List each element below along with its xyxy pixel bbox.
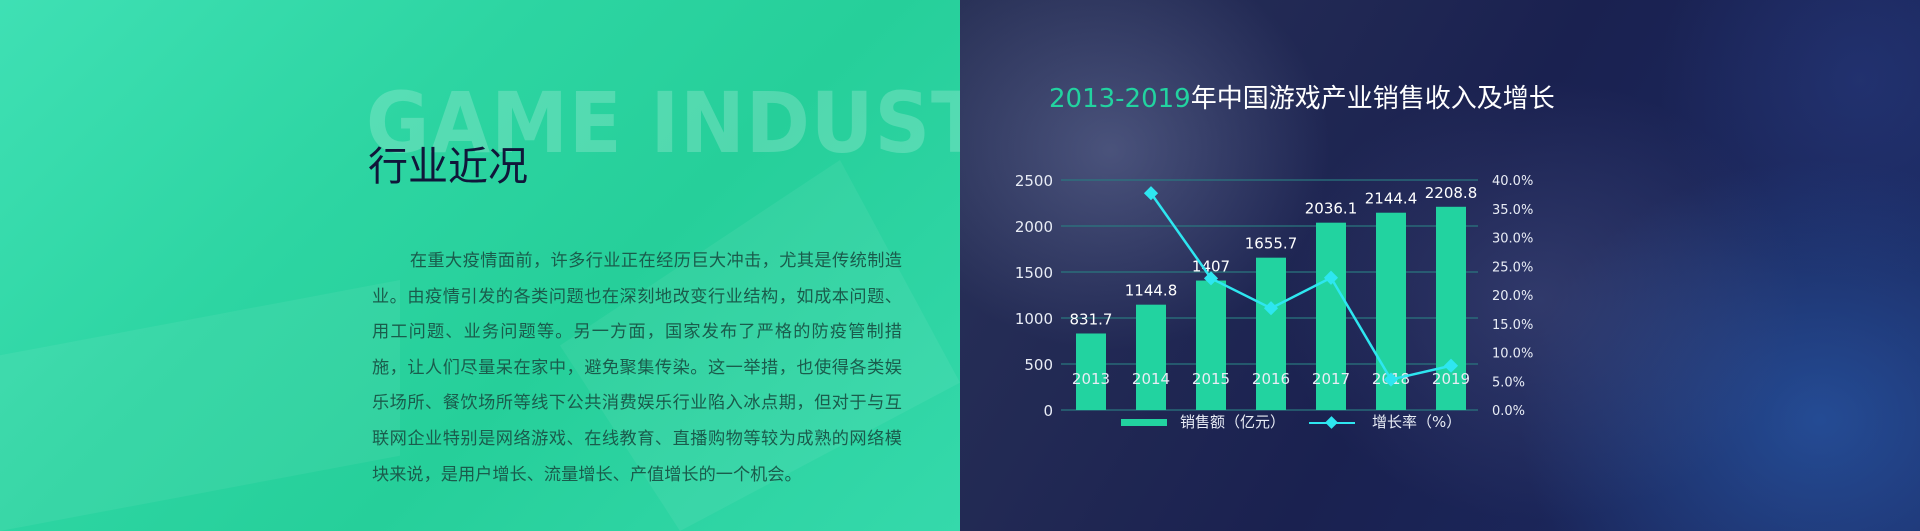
bar-2017 bbox=[1316, 222, 1346, 410]
x-tick-label: 2013 bbox=[1072, 370, 1110, 388]
legend-item-growth: 增长率（%） bbox=[1309, 411, 1461, 432]
y-right-tick-label: 25.0% bbox=[1492, 260, 1533, 275]
legend-bar-swatch bbox=[1121, 419, 1167, 426]
growth-rate-point bbox=[1383, 372, 1399, 387]
y-left-tick-label: 2500 bbox=[1015, 172, 1053, 190]
growth-rate-point bbox=[1143, 186, 1159, 201]
growth-rate-point bbox=[1443, 358, 1459, 373]
bar-2014 bbox=[1136, 304, 1166, 410]
y-right-tick-label: 10.0% bbox=[1492, 347, 1533, 362]
left-panel: GAME INDUSTRY 行业近况 在重大疫情面前，许多行业正在经历巨大冲击，… bbox=[0, 0, 960, 531]
combo-chart: 0 500 1000 1500 2000 2500 0.0% 5.0% 10.0% 15.0% 20… bbox=[1015, 172, 1534, 420]
background-facet bbox=[0, 280, 400, 531]
bar-data-label: 2144.4 bbox=[1365, 190, 1418, 208]
y-left-tick-label: 0 bbox=[1043, 402, 1053, 420]
bar-data-label: 1655.7 bbox=[1245, 235, 1298, 253]
background-word: GAME INDUSTRY bbox=[366, 74, 960, 172]
body-paragraph: 在重大疫情面前，许多行业正在经历巨大冲击，尤其是传统制造业。由疫情引发的各类问题… bbox=[372, 251, 902, 485]
chart-title: 2013-2019年中国游戏产业销售收入及增长 bbox=[1049, 78, 1555, 115]
x-tick-label: 2014 bbox=[1132, 370, 1170, 388]
growth-rate-line bbox=[1149, 192, 1452, 381]
x-tick-label: 2016 bbox=[1252, 370, 1290, 388]
legend-label: 销售额（亿元） bbox=[1180, 413, 1286, 431]
y-left-tick-label: 1500 bbox=[1015, 264, 1053, 282]
bar-data-label: 1407 bbox=[1192, 258, 1230, 276]
legend-line-swatch bbox=[1309, 415, 1355, 429]
chart-title-years: 2013-2019 bbox=[1049, 84, 1191, 114]
chart-title-text: 年中国游戏产业销售收入及增长 bbox=[1190, 84, 1555, 114]
bar-data-label: 831.7 bbox=[1070, 310, 1113, 328]
bar-2013 bbox=[1076, 333, 1106, 410]
y-right-tick-label: 15.0% bbox=[1492, 318, 1533, 333]
y-right-tick-label: 35.0% bbox=[1492, 203, 1533, 218]
growth-rate-point bbox=[1203, 271, 1219, 286]
chart-panel: 2013-2019年中国游戏产业销售收入及增长 0 500 1000 1500 2000… bbox=[960, 0, 1920, 531]
x-tick-label: 2019 bbox=[1432, 370, 1470, 388]
bar-data-label: 2036.1 bbox=[1305, 200, 1358, 218]
x-tick-label: 2017 bbox=[1312, 370, 1350, 388]
y-right-tick-label: 5.0% bbox=[1492, 375, 1525, 390]
diamond-marker-icon bbox=[1325, 415, 1338, 429]
bar-data-label: 2208.8 bbox=[1425, 184, 1478, 202]
y-right-tick-label: 0.0% bbox=[1492, 404, 1525, 419]
y-left-tick-label: 500 bbox=[1024, 356, 1053, 374]
y-right-tick-label: 20.0% bbox=[1492, 289, 1533, 304]
bar-2015 bbox=[1196, 280, 1226, 410]
legend-item-sales: 销售额（亿元） bbox=[1121, 411, 1285, 432]
bar-data-label: 1144.8 bbox=[1125, 282, 1178, 300]
x-tick-label: 2015 bbox=[1192, 370, 1230, 388]
bar-2016 bbox=[1256, 257, 1286, 410]
bar-2019 bbox=[1436, 206, 1466, 410]
y-right-tick-label: 30.0% bbox=[1492, 232, 1533, 247]
section-heading: 行业近况 bbox=[368, 144, 528, 190]
y-left-tick-label: 1000 bbox=[1015, 310, 1053, 328]
y-left-tick-label: 2000 bbox=[1015, 218, 1053, 236]
growth-rate-point bbox=[1263, 301, 1279, 316]
y-right-tick-label: 40.0% bbox=[1492, 174, 1533, 189]
legend-label: 增长率（%） bbox=[1372, 413, 1462, 431]
growth-rate-point bbox=[1323, 270, 1339, 285]
